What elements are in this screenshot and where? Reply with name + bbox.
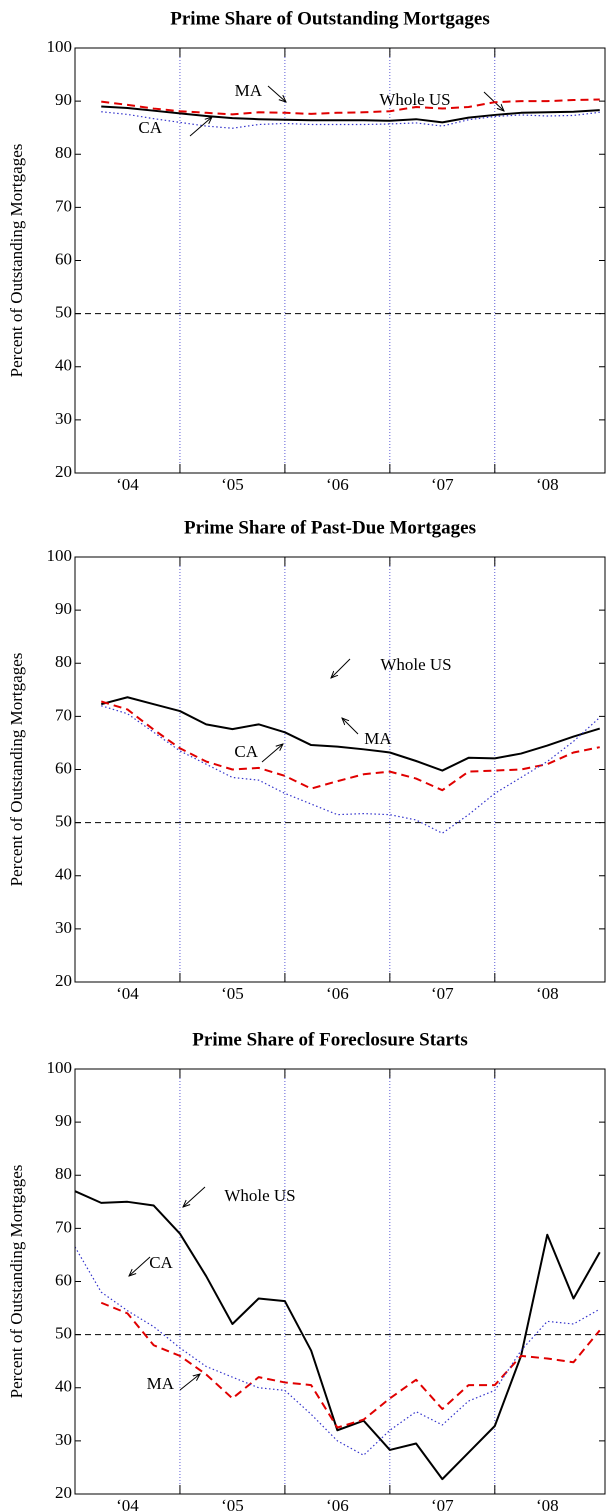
y-tick-label: 90 (55, 1111, 72, 1130)
x-tick-label: ‘07 (431, 1496, 454, 1512)
y-tick-label: 30 (55, 409, 72, 428)
y-tick-label: 40 (55, 1377, 72, 1396)
x-tick-label: ‘07 (431, 984, 454, 1003)
panel: Prime Share of Past-Due Mortgages Percent… (7, 517, 606, 1003)
y-tick-label: 90 (55, 90, 72, 109)
y-tick-label: 70 (55, 705, 72, 724)
y-tick-label: 20 (55, 971, 72, 990)
chart-title: Prime Share of Past-Due Mortgages (184, 517, 476, 538)
series-annotation: CA (234, 742, 258, 761)
x-tick-label: ‘05 (221, 475, 244, 494)
y-tick-label: 20 (55, 462, 72, 481)
panel: Prime Share of Foreclosure Starts Percent… (7, 1029, 606, 1512)
series-annotation: MA (235, 81, 263, 100)
y-tick-label: 70 (55, 1217, 72, 1236)
series-annotation: CA (138, 118, 162, 137)
y-tick-label: 60 (55, 249, 72, 268)
x-tick-label: ‘05 (221, 1496, 244, 1512)
annotation-arrow (261, 744, 283, 763)
y-tick-label: 50 (55, 303, 72, 322)
annotation-arrow (183, 1186, 206, 1207)
y-tick-label: 30 (55, 1430, 72, 1449)
y-tick-label: 80 (55, 143, 72, 162)
y-tick-label: 50 (55, 1324, 72, 1343)
y-axis-label: Percent of Outstanding Mortgages (7, 144, 26, 378)
series-line (100, 1301, 601, 1429)
y-tick-label: 80 (55, 1164, 72, 1183)
series-annotation: MA (364, 729, 392, 748)
x-tick-label: ‘04 (116, 1496, 139, 1512)
x-tick-label: ‘08 (536, 984, 559, 1003)
series-annotation: CA (149, 1253, 173, 1272)
series-line (74, 1190, 601, 1481)
y-axis-label: Percent of Outstanding Mortgages (7, 1165, 26, 1399)
plot-frame (74, 1068, 606, 1495)
series-line (74, 1246, 601, 1456)
y-axis-label: Percent of Outstanding Mortgages (7, 653, 26, 887)
x-tick-label: ‘05 (221, 984, 244, 1003)
y-tick-label: 100 (47, 546, 73, 565)
x-tick-label: ‘07 (431, 475, 454, 494)
series-line (100, 700, 600, 792)
annotation-arrow (331, 658, 351, 678)
annotation-arrow (129, 1256, 151, 1276)
series-annotation: Whole US (379, 90, 450, 109)
series-annotation: Whole US (224, 1186, 295, 1205)
chart-title: Prime Share of Foreclosure Starts (192, 1029, 467, 1050)
y-tick-label: 20 (55, 1483, 72, 1502)
x-tick-label: ‘06 (326, 475, 349, 494)
annotation-arrow (189, 117, 212, 137)
y-tick-label: 40 (55, 356, 72, 375)
x-tick-label: ‘04 (116, 475, 139, 494)
series-line (101, 705, 601, 834)
y-tick-label: 100 (47, 37, 73, 56)
y-tick-label: 40 (55, 865, 72, 884)
y-tick-label: 60 (55, 758, 72, 777)
x-tick-label: ‘04 (116, 984, 139, 1003)
annotation-arrow (342, 718, 359, 735)
series-line (101, 105, 600, 124)
series-line (100, 696, 601, 772)
x-tick-label: ‘08 (536, 475, 559, 494)
x-tick-label: ‘06 (326, 984, 349, 1003)
y-tick-label: 60 (55, 1270, 72, 1289)
plot-frame (74, 47, 606, 474)
series-annotation: Whole US (380, 655, 451, 674)
series-line (101, 98, 600, 116)
y-tick-label: 30 (55, 918, 72, 937)
annotation-arrow (179, 1374, 200, 1391)
x-tick-label: ‘06 (326, 1496, 349, 1512)
plot-frame (74, 556, 606, 983)
chart-title: Prime Share of Outstanding Mortgages (170, 8, 489, 29)
y-tick-label: 80 (55, 652, 72, 671)
panel: Prime Share of Outstanding Mortgages Perc… (7, 8, 606, 494)
y-tick-label: 90 (55, 599, 72, 618)
y-tick-label: 100 (47, 1058, 73, 1077)
x-tick-label: ‘08 (536, 1496, 559, 1512)
y-tick-label: 70 (55, 196, 72, 215)
series-annotation: MA (147, 1374, 175, 1393)
annotation-arrow (267, 85, 286, 102)
y-tick-label: 50 (55, 812, 72, 831)
